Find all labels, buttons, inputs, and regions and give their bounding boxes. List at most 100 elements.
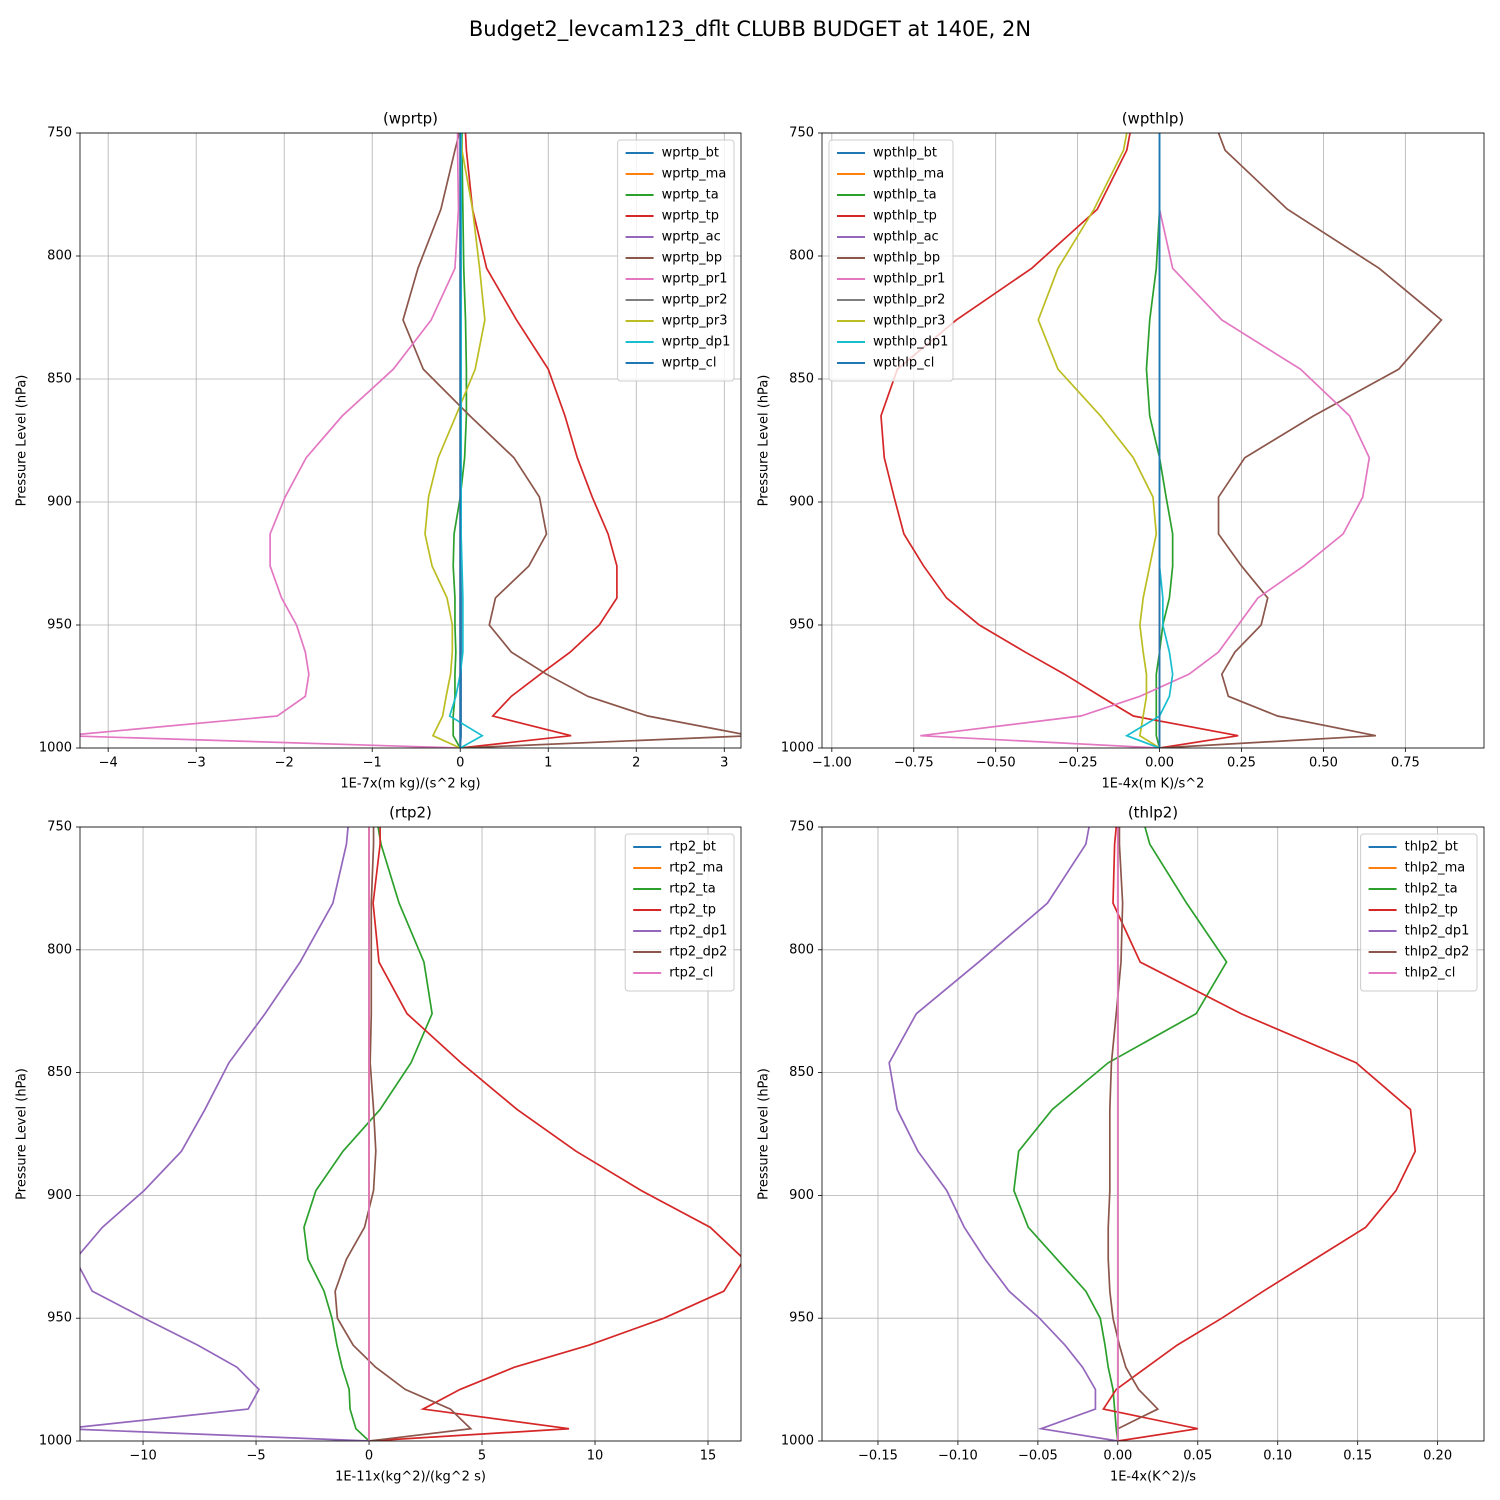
legend-label: thlp2_bt <box>1405 840 1458 855</box>
y-axis-label: Pressure Level (hPa) <box>757 1068 772 1200</box>
y-tick-label: 950 <box>47 618 72 633</box>
x-tick-label: 0.75 <box>1391 756 1420 771</box>
y-tick-label: 1000 <box>781 1434 814 1449</box>
legend-label: rtp2_cl <box>669 966 713 981</box>
y-tick-label: 750 <box>789 126 814 141</box>
legend-label: wprtp_tp <box>662 209 719 224</box>
legend-label: thlp2_ta <box>1405 882 1458 897</box>
x-tick-label: −0.10 <box>938 1449 978 1464</box>
plot-area <box>880 133 1443 748</box>
x-tick-label: −1 <box>363 756 382 771</box>
legend-label: wpthlp_dp1 <box>873 335 948 350</box>
legend-label: thlp2_ma <box>1405 861 1466 876</box>
legend-label: wprtp_ta <box>662 188 719 203</box>
legend-label: wpthlp_ta <box>873 188 937 203</box>
legend-label: wpthlp_pr3 <box>873 314 945 329</box>
legend-label: thlp2_dp2 <box>1405 945 1470 960</box>
y-tick-label: 750 <box>789 820 814 835</box>
legend-label: wprtp_pr3 <box>662 314 728 329</box>
series-line <box>1013 827 1228 1441</box>
legend-label: wprtp_ma <box>662 167 727 182</box>
y-axis-label: Pressure Level (hPa) <box>15 1068 30 1200</box>
legend-label: wprtp_ac <box>662 230 721 245</box>
subplot: −10 −5 0 5 10 15 750 800 850 900 950 1000 (rtp2) 1E-1… <box>15 804 742 1485</box>
legend-label: wpthlp_cl <box>873 356 934 371</box>
legend-label: rtp2_tp <box>669 903 716 918</box>
y-tick-label: 750 <box>47 126 72 141</box>
x-tick-label: 0.00 <box>1103 1449 1132 1464</box>
series-line <box>888 827 1118 1441</box>
figure-title: Budget2_levcam123_dflt CLUBB BUDGET at 1… <box>469 17 1031 42</box>
x-axis-label: 1E-7x(m kg)/(s^2 kg) <box>340 777 480 792</box>
legend-label: wprtp_cl <box>662 356 717 371</box>
x-tick-label: 0.00 <box>1145 756 1174 771</box>
series-line <box>920 133 1371 748</box>
x-tick-label: 5 <box>478 1449 486 1464</box>
y-tick-label: 850 <box>47 1065 72 1080</box>
legend-label: wpthlp_ma <box>873 167 944 182</box>
x-tick-label: −0.75 <box>894 756 934 771</box>
legend: thlp2_bt thlp2_ma thlp2_ta thlp2_tp thlp2_dp… <box>1360 833 1478 992</box>
plot-area <box>80 133 741 748</box>
x-tick-label: 0.10 <box>1263 1449 1292 1464</box>
series-line <box>303 827 433 1441</box>
x-tick-label: 1 <box>544 756 552 771</box>
subplot: −0.15 −0.10 −0.05 0.00 0.05 0.10 0.15 0.20 750 80… <box>757 804 1485 1485</box>
x-tick-label: −4 <box>99 756 118 771</box>
x-tick-label: 0.20 <box>1423 1449 1452 1464</box>
x-tick-label: −10 <box>129 1449 156 1464</box>
y-tick-label: 1000 <box>781 741 814 756</box>
legend-label: wpthlp_bp <box>873 251 940 266</box>
series-line <box>424 133 486 748</box>
x-axis-label: 1E-11x(kg^2)/(kg^2 s) <box>335 1470 486 1485</box>
legend-label: wprtp_bt <box>662 146 719 161</box>
y-tick-label: 800 <box>47 249 72 264</box>
y-tick-label: 850 <box>789 1065 814 1080</box>
y-tick-label: 900 <box>47 1188 72 1203</box>
series-line <box>1107 827 1160 1441</box>
x-tick-label: 0.25 <box>1227 756 1256 771</box>
x-tick-label: 0 <box>456 756 464 771</box>
series-line <box>402 133 741 748</box>
y-tick-label: 900 <box>47 495 72 510</box>
y-tick-label: 800 <box>789 942 814 957</box>
legend-label: rtp2_dp1 <box>669 924 727 939</box>
series-line <box>368 827 741 1441</box>
y-axis-label: Pressure Level (hPa) <box>757 375 772 507</box>
x-tick-label: 0.15 <box>1343 1449 1372 1464</box>
subplot: −1.00 −0.75 −0.50 −0.25 0.00 0.25 0.50 0.75 750 8… <box>757 110 1485 792</box>
legend-label: wpthlp_pr1 <box>873 272 945 287</box>
axes-title: (rtp2) <box>389 804 432 822</box>
legend-label: wpthlp_bt <box>873 146 937 161</box>
x-tick-label: 2 <box>632 756 640 771</box>
series-line <box>460 133 618 748</box>
legend-label: wprtp_bp <box>662 251 723 266</box>
series-line <box>1102 827 1417 1441</box>
x-tick-label: −1.00 <box>812 756 852 771</box>
legend-label: thlp2_cl <box>1405 966 1456 981</box>
x-tick-label: 0 <box>365 1449 373 1464</box>
series-line <box>448 133 484 748</box>
x-tick-label: −0.25 <box>1058 756 1098 771</box>
x-tick-label: 0.05 <box>1183 1449 1212 1464</box>
series-line <box>1037 133 1161 748</box>
x-axis-label: 1E-4x(K^2)/s <box>1110 1470 1196 1485</box>
y-axis-label: Pressure Level (hPa) <box>15 375 30 507</box>
x-axis-label: 1E-4x(m K)/s^2 <box>1102 777 1205 792</box>
series-line <box>80 133 461 748</box>
x-tick-label: 3 <box>720 756 728 771</box>
legend-label: wprtp_pr1 <box>662 272 728 287</box>
legend-label: thlp2_tp <box>1405 903 1458 918</box>
y-tick-label: 900 <box>789 495 814 510</box>
y-tick-label: 950 <box>789 1311 814 1326</box>
y-tick-label: 950 <box>47 1311 72 1326</box>
legend-label: wpthlp_pr2 <box>873 293 945 308</box>
series-line <box>334 827 473 1441</box>
x-tick-label: −0.15 <box>858 1449 898 1464</box>
x-tick-label: −5 <box>246 1449 265 1464</box>
series-line <box>1159 133 1443 748</box>
y-tick-label: 1000 <box>39 741 72 756</box>
legend: wpthlp_bt wpthlp_ma wpthlp_ta wpthlp_tpwpth… <box>828 139 954 382</box>
axes-frame <box>821 826 1485 1442</box>
axes-title: (wprtp) <box>383 110 438 128</box>
